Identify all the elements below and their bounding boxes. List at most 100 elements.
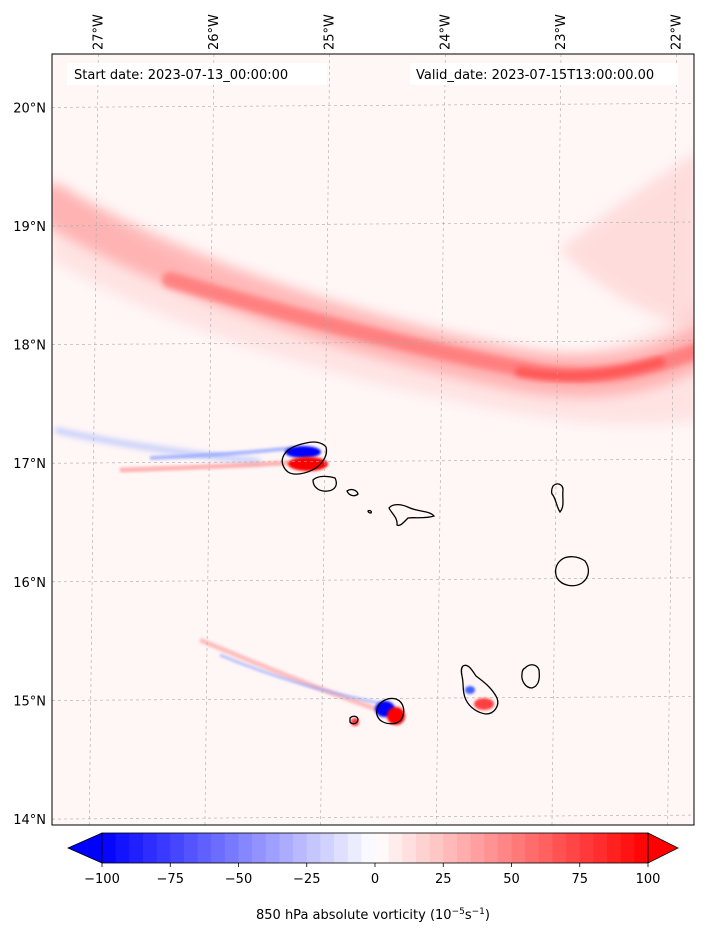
vorticity-left-negative xyxy=(54,427,261,465)
map-background xyxy=(52,54,694,825)
colorbar-step xyxy=(620,833,635,863)
island-fogo xyxy=(375,697,405,725)
lat-tick-label: 15°N xyxy=(13,694,46,709)
colorbar-step xyxy=(470,833,485,863)
map-frame xyxy=(51,53,695,826)
colorbar-right-extend xyxy=(647,832,679,864)
meridian-line xyxy=(204,54,215,825)
lat-tick-label: 18°N xyxy=(13,339,46,354)
colorbar-step xyxy=(183,833,199,863)
colorbar-step xyxy=(211,833,226,863)
island-sao-nicolau xyxy=(388,503,436,527)
vorticity-field xyxy=(52,153,694,726)
colorbar-step xyxy=(197,833,212,863)
colorbar-tick-label: 50 xyxy=(503,872,520,887)
colorbar-step xyxy=(129,833,144,863)
lat-tick-label: 20°N xyxy=(13,101,46,116)
colorbar-step xyxy=(142,833,158,863)
longitude-tick-labels: 27°W 26°W 25°W 24°W 23°W 22°W xyxy=(91,14,684,50)
parallel-line xyxy=(52,814,694,820)
colorbar-tick-label: 100 xyxy=(636,872,661,887)
colorbar-step xyxy=(484,833,499,863)
colorbar-step xyxy=(156,833,171,863)
colorbar-step xyxy=(375,833,390,863)
wake-streak-south-pos xyxy=(199,637,386,715)
meridian-line xyxy=(551,54,562,825)
island-vorticity-santiago xyxy=(474,698,494,710)
colorbar-step xyxy=(443,833,458,863)
colorbar-tick-label: −75 xyxy=(157,872,184,887)
map-panel: Start date: 2023-07-13_00:00:00 Valid_da… xyxy=(13,14,695,828)
colorbar-step xyxy=(388,833,403,863)
vorticity-upper-right xyxy=(560,153,694,329)
wake-streak-south-neg xyxy=(219,653,386,706)
colorbar-tick-label: 75 xyxy=(571,872,588,887)
meridian-line xyxy=(667,54,677,825)
colorbar-step xyxy=(634,833,649,863)
colorbar-step xyxy=(429,833,444,863)
valid-date-label: Valid_date: 2023-07-15T13:00:00.00 xyxy=(416,68,654,83)
parallel-line xyxy=(52,458,694,464)
island-brava xyxy=(349,715,359,725)
colorbar-step xyxy=(593,833,608,863)
island-santiago xyxy=(460,664,499,715)
parallel-line xyxy=(52,103,694,108)
colorbar-step xyxy=(265,833,280,863)
lat-tick-label: 14°N xyxy=(13,813,46,828)
colorbar-tick-label: −50 xyxy=(225,872,252,887)
colorbar-tick-label: 0 xyxy=(371,872,379,887)
wake-streak-north-pos xyxy=(119,459,301,473)
colorbar-step xyxy=(320,833,335,863)
island-sao-vicente xyxy=(312,475,337,492)
colorbar-step xyxy=(115,833,130,863)
lat-tick-label: 16°N xyxy=(13,576,46,591)
colorbar-step xyxy=(415,833,431,863)
island-santo-antao xyxy=(281,441,328,475)
colorbar-step xyxy=(456,833,472,863)
coastlines xyxy=(281,441,590,725)
colorbar-step xyxy=(497,833,512,863)
parallel-line xyxy=(52,696,694,701)
colorbar-ticks: −100 −75 −50 −25 0 25 50 75 100 xyxy=(84,863,660,887)
lon-tick-label: 23°W xyxy=(554,14,569,50)
lon-tick-label: 22°W xyxy=(670,14,685,50)
colorbar-step xyxy=(511,833,526,863)
wake-streak-north-neg xyxy=(149,446,296,460)
colorbar-left-extend xyxy=(67,832,103,864)
colorbar-step xyxy=(607,833,622,863)
lon-tick-label: 26°W xyxy=(207,14,222,50)
lon-tick-label: 24°W xyxy=(438,14,453,50)
parallel-line xyxy=(52,221,694,227)
colorbar: −100 −75 −50 −25 0 25 50 75 100 850 hPa absolute… xyxy=(67,832,679,923)
island-vorticity-santiago-neg xyxy=(465,686,475,694)
valid-date-box xyxy=(410,63,678,85)
colorbar-step xyxy=(402,833,417,863)
meridian-line xyxy=(435,54,446,825)
colorbar-step xyxy=(238,833,253,863)
colorbar-step xyxy=(566,833,581,863)
colorbar-step xyxy=(224,833,239,863)
meridian-line xyxy=(320,54,330,825)
colorbar-step xyxy=(306,833,321,863)
island-branco xyxy=(367,509,372,514)
colorbar-step xyxy=(170,833,185,863)
meridian-line xyxy=(88,54,99,825)
colorbar-step xyxy=(538,833,553,863)
island-vorticity-north-pos xyxy=(288,457,328,471)
lon-tick-label: 27°W xyxy=(91,14,106,50)
start-date-box xyxy=(67,63,327,85)
colorbar-step xyxy=(347,833,362,863)
parallel-line xyxy=(52,340,694,345)
colorbar-step xyxy=(102,833,117,863)
colorbar-step xyxy=(252,833,267,863)
colorbar-label: 850 hPa absolute vorticity (10−5s−1) xyxy=(256,907,490,923)
colorbar-steps xyxy=(102,833,649,863)
colorbar-step xyxy=(279,833,294,863)
colorbar-tick-label: 25 xyxy=(435,872,452,887)
start-date-label: Start date: 2023-07-13_00:00:00 xyxy=(74,68,288,83)
lon-tick-label: 25°W xyxy=(323,14,338,50)
lat-tick-label: 17°N xyxy=(13,457,46,472)
colorbar-step xyxy=(293,833,308,863)
island-santa-luzia xyxy=(346,488,359,497)
